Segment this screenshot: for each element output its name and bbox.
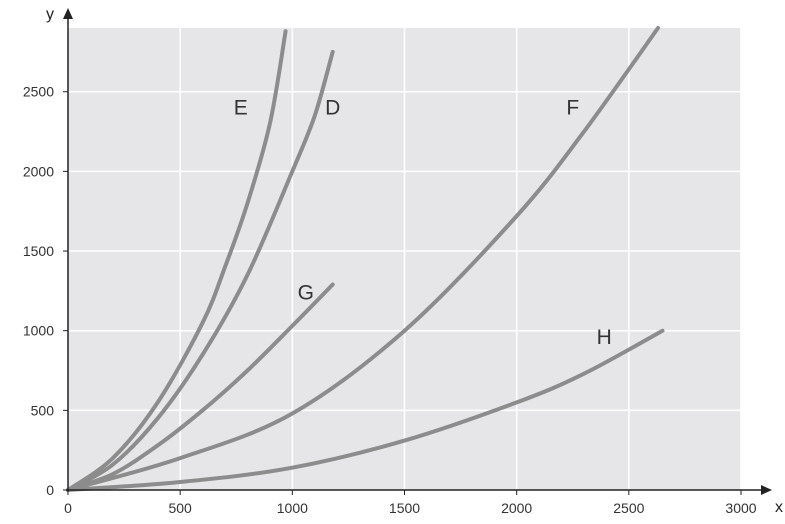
series-line-E <box>66 29 288 492</box>
series-line-G <box>66 282 335 492</box>
series-lines <box>66 26 665 492</box>
y-tick-label: 1000 <box>23 323 54 339</box>
axes <box>63 8 772 495</box>
curve-label-F: F <box>566 97 579 120</box>
curve-label-G: G <box>298 281 314 304</box>
y-axis-arrow-icon <box>63 8 73 19</box>
series-line-F <box>66 26 660 492</box>
x-axis-label: x <box>775 499 783 516</box>
series-line-H <box>66 328 665 492</box>
x-tick-label: 0 <box>64 500 72 516</box>
y-tick-label: 500 <box>31 402 55 418</box>
curve-labels: E D F G H <box>234 97 612 349</box>
x-tick-label: 2000 <box>501 500 532 516</box>
y-tick-label: 2000 <box>23 163 54 179</box>
curve-label-H: H <box>597 326 612 349</box>
x-tick-label: 3000 <box>725 500 756 516</box>
y-axis-label: y <box>46 6 54 23</box>
tick-labels: 0 500 1000 1500 2000 2500 3000 0 500 1000 1500 2000… <box>23 84 757 516</box>
y-tick-label: 2500 <box>23 84 54 100</box>
x-tick-label: 500 <box>168 500 192 516</box>
y-tick-label: 1500 <box>23 243 54 259</box>
y-tick-label: 0 <box>46 482 54 498</box>
x-tick-label: 1000 <box>277 500 308 516</box>
series-line-D <box>66 49 335 492</box>
grid <box>68 28 742 490</box>
curve-label-D: D <box>325 97 340 120</box>
x-axis-arrow-icon <box>761 485 772 495</box>
curve-label-E: E <box>234 97 248 120</box>
x-tick-label: 2500 <box>613 500 644 516</box>
x-tick-label: 1500 <box>389 500 420 516</box>
